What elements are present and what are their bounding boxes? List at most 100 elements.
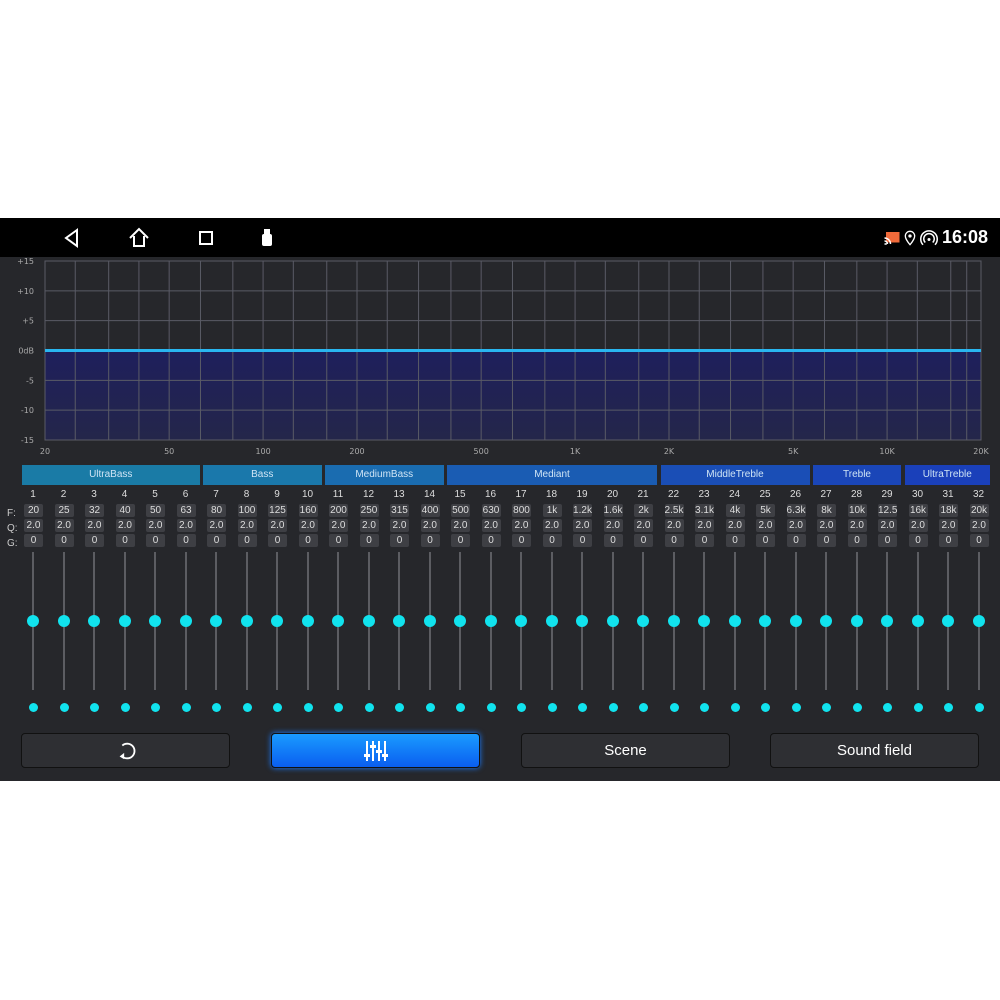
gain-slider-knob[interactable] [393, 615, 405, 627]
q-field[interactable]: 2.0 [481, 519, 501, 532]
q-field[interactable]: 2.0 [847, 519, 867, 532]
q-field[interactable]: 2.0 [24, 519, 43, 532]
gain-field[interactable]: 0 [939, 534, 958, 547]
frequency-field[interactable]: 200 [329, 504, 348, 517]
gain-field[interactable]: 0 [908, 534, 928, 547]
frequency-field[interactable]: 250 [359, 504, 379, 517]
gain-field[interactable]: 0 [573, 534, 592, 547]
gain-field[interactable]: 0 [817, 534, 836, 547]
gain-field[interactable]: 0 [451, 534, 470, 547]
gain-slider-knob[interactable] [881, 615, 893, 627]
q-field[interactable]: 2.0 [512, 519, 531, 532]
gain-field[interactable]: 0 [237, 534, 257, 547]
gain-slider-knob[interactable] [88, 615, 100, 627]
reset-button[interactable] [21, 733, 230, 768]
frequency-field[interactable]: 40 [115, 504, 135, 517]
q-field[interactable]: 2.0 [756, 519, 775, 532]
q-field[interactable]: 2.0 [573, 519, 592, 532]
gain-field[interactable]: 0 [878, 534, 897, 547]
frequency-field[interactable]: 4k [725, 504, 745, 517]
q-field[interactable]: 2.0 [115, 519, 135, 532]
gain-field[interactable]: 0 [695, 534, 714, 547]
gain-field[interactable]: 0 [146, 534, 165, 547]
frequency-field[interactable]: 20k [969, 504, 989, 517]
q-field[interactable]: 2.0 [359, 519, 379, 532]
gain-field[interactable]: 0 [24, 534, 43, 547]
gain-slider-knob[interactable] [759, 615, 771, 627]
gain-field[interactable]: 0 [725, 534, 745, 547]
q-field[interactable]: 2.0 [939, 519, 958, 532]
gain-field[interactable]: 0 [542, 534, 562, 547]
frequency-field[interactable]: 8k [817, 504, 836, 517]
gain-field[interactable]: 0 [634, 534, 653, 547]
gain-field[interactable]: 0 [85, 534, 104, 547]
q-field[interactable]: 2.0 [390, 519, 409, 532]
frequency-field[interactable]: 125 [268, 504, 287, 517]
gain-slider-knob[interactable] [637, 615, 649, 627]
frequency-field[interactable]: 1k [542, 504, 562, 517]
frequency-field[interactable]: 3.1k [695, 504, 714, 517]
gain-field[interactable]: 0 [54, 534, 74, 547]
gain-slider-knob[interactable] [240, 615, 253, 627]
gain-slider-knob[interactable] [789, 615, 802, 627]
q-field[interactable]: 2.0 [634, 519, 653, 532]
gain-field[interactable]: 0 [664, 534, 684, 547]
frequency-field[interactable]: 800 [512, 504, 531, 517]
gain-slider-knob[interactable] [484, 615, 497, 627]
q-field[interactable]: 2.0 [908, 519, 928, 532]
gain-slider-knob[interactable] [423, 615, 436, 627]
q-field[interactable]: 2.0 [725, 519, 745, 532]
gain-slider-knob[interactable] [698, 615, 710, 627]
equalizer-button[interactable] [271, 733, 480, 768]
gain-field[interactable]: 0 [207, 534, 226, 547]
frequency-field[interactable]: 400 [420, 504, 440, 517]
back-icon[interactable] [60, 226, 84, 250]
frequency-field[interactable]: 63 [176, 504, 196, 517]
q-field[interactable]: 2.0 [237, 519, 257, 532]
q-field[interactable]: 2.0 [329, 519, 348, 532]
gain-slider-knob[interactable] [820, 615, 832, 627]
q-field[interactable]: 2.0 [451, 519, 470, 532]
frequency-field[interactable]: 10k [847, 504, 867, 517]
gain-field[interactable]: 0 [298, 534, 318, 547]
gain-field[interactable]: 0 [390, 534, 409, 547]
gain-field[interactable]: 0 [176, 534, 196, 547]
gain-slider-knob[interactable] [271, 615, 283, 627]
q-field[interactable]: 2.0 [146, 519, 165, 532]
gain-field[interactable]: 0 [847, 534, 867, 547]
gain-slider-knob[interactable] [728, 615, 741, 627]
gain-field[interactable]: 0 [786, 534, 806, 547]
gain-field[interactable]: 0 [115, 534, 135, 547]
gain-slider-knob[interactable] [149, 615, 161, 627]
gain-slider-knob[interactable] [972, 615, 985, 627]
home-icon[interactable] [127, 226, 151, 250]
gain-slider-knob[interactable] [942, 615, 954, 627]
frequency-field[interactable]: 500 [451, 504, 470, 517]
gain-field[interactable]: 0 [268, 534, 287, 547]
frequency-field[interactable]: 16k [908, 504, 928, 517]
gain-field[interactable]: 0 [969, 534, 989, 547]
frequency-field[interactable]: 18k [939, 504, 958, 517]
gain-slider-knob[interactable] [911, 615, 924, 627]
gain-field[interactable]: 0 [420, 534, 440, 547]
sound-field-button[interactable]: Sound field [770, 733, 979, 768]
q-field[interactable]: 2.0 [695, 519, 714, 532]
q-field[interactable]: 2.0 [54, 519, 74, 532]
gain-slider-knob[interactable] [515, 615, 527, 627]
q-field[interactable]: 2.0 [786, 519, 806, 532]
scene-button[interactable]: Scene [521, 733, 730, 768]
gain-slider-knob[interactable] [545, 615, 558, 627]
frequency-field[interactable]: 630 [481, 504, 501, 517]
q-field[interactable]: 2.0 [878, 519, 897, 532]
q-field[interactable]: 2.0 [268, 519, 287, 532]
q-field[interactable]: 2.0 [969, 519, 989, 532]
frequency-field[interactable]: 315 [390, 504, 409, 517]
frequency-field[interactable]: 32 [85, 504, 104, 517]
frequency-field[interactable]: 1.2k [573, 504, 592, 517]
q-field[interactable]: 2.0 [207, 519, 226, 532]
gain-slider-knob[interactable] [332, 615, 344, 627]
frequency-field[interactable]: 1.6k [603, 504, 623, 517]
gain-field[interactable]: 0 [329, 534, 348, 547]
q-field[interactable]: 2.0 [542, 519, 562, 532]
q-field[interactable]: 2.0 [817, 519, 836, 532]
